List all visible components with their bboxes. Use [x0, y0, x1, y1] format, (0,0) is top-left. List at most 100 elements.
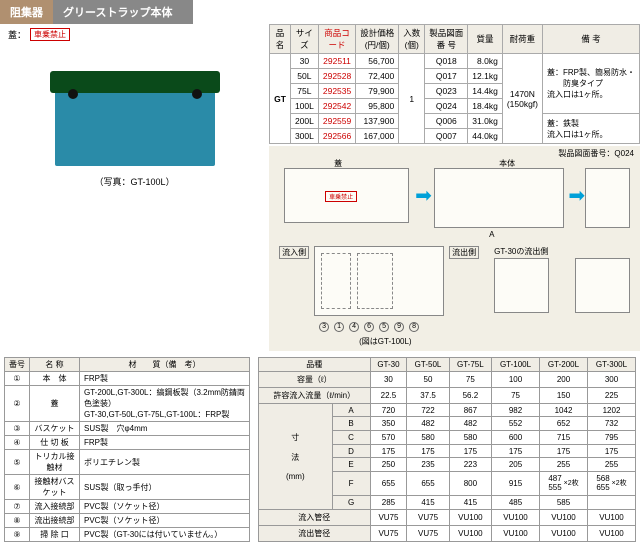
- table-row: ①本 体FRP製: [5, 372, 250, 386]
- gt30-detail: [494, 258, 549, 313]
- cell-name: トリカル接触材: [30, 450, 80, 475]
- parts-table: 番号 名 称 材 質（備 考） ①本 体FRP製②蓋GT-200L,GT-300…: [4, 357, 250, 542]
- cell-val: 722: [407, 403, 449, 417]
- th-pname: 名 称: [30, 358, 80, 372]
- cell-val: 22.5: [370, 387, 407, 403]
- cell-size: 300L: [290, 129, 318, 144]
- cell-val: 50: [407, 372, 449, 388]
- th-name: 品名: [270, 25, 291, 54]
- cell-mat: PVC製（GT-30には付いていません。）: [80, 528, 250, 542]
- cell-name: 蓋: [30, 386, 80, 422]
- cell-name: 本 体: [30, 372, 80, 386]
- cell-val: VU75: [407, 510, 449, 526]
- dim-a: A: [489, 230, 494, 239]
- product-title: グリーストラップ本体: [53, 0, 193, 24]
- table-row: ⑦流入接続部PVC製（ソケット径）: [5, 500, 250, 514]
- cell-val: VU100: [587, 510, 635, 526]
- cell-name: 掃 除 口: [30, 528, 80, 542]
- cell-val: 300: [587, 372, 635, 388]
- arrow-out-icon: ➡: [568, 183, 585, 208]
- cell-no: ⑥: [5, 475, 30, 500]
- cell-size: 75L: [290, 84, 318, 99]
- cell-val: VU100: [449, 510, 491, 526]
- table-row: 容量（ℓ）305075100200300: [259, 372, 636, 388]
- cell-val: 585: [540, 495, 588, 509]
- cell-no: ⑦: [5, 500, 30, 514]
- cell-no: ⑧: [5, 514, 30, 528]
- table-header-row: 品名 サイズ 商品コード 設計価格 (円/個) 入数 (個) 製品図面 番 号 …: [270, 25, 640, 54]
- cell-val: 285: [370, 495, 407, 509]
- cell-name: 接触材バスケット: [30, 475, 80, 500]
- photo-area: （写真：GT-100L）: [8, 71, 261, 188]
- cell-mass: 31.0kg: [468, 114, 503, 129]
- cell-price: 137,900: [356, 114, 399, 129]
- cell-size: 30: [290, 54, 318, 69]
- th-size: サイズ: [290, 25, 318, 54]
- table-row: 寸 法 (mm)A72072286798210421202: [259, 403, 636, 417]
- th-remark: 備 考: [543, 25, 640, 54]
- cell-val: 1042: [540, 403, 588, 417]
- cell-val: 720: [370, 403, 407, 417]
- cell-val: 175: [449, 444, 491, 458]
- table-row: ⑨掃 除 口PVC製（GT-30には付いていません。）: [5, 528, 250, 542]
- cell-val: 1202: [587, 403, 635, 417]
- cell-size: 200L: [290, 114, 318, 129]
- side-view: [585, 168, 630, 228]
- cell-val: 75: [492, 387, 540, 403]
- gt30-out: GT-30の流出側: [494, 246, 548, 257]
- dim-key: F: [332, 472, 370, 496]
- cell-val: VU100: [587, 525, 635, 541]
- cell-val: 652: [540, 417, 588, 431]
- cell-val: 75: [449, 372, 491, 388]
- cell-val: VU75: [370, 510, 407, 526]
- cell-val: 250: [370, 458, 407, 472]
- body-top-view: ➡ ➡: [434, 168, 564, 228]
- cell-code: 292559: [318, 114, 355, 129]
- dim-key: B: [332, 417, 370, 431]
- cell-code: 292542: [318, 99, 355, 114]
- cell-val: 350: [370, 417, 407, 431]
- table-row: ④仕 切 板FRP製: [5, 436, 250, 450]
- cell-code: 292535: [318, 84, 355, 99]
- cell-val: 415: [449, 495, 491, 509]
- dimension-table: 品種 GT-30 GT-50L GT-75L GT-100L GT-200L G…: [258, 357, 636, 542]
- cell-val: VU75: [370, 525, 407, 541]
- cell-val: 915: [492, 472, 540, 496]
- cell-mass: 12.1kg: [468, 69, 503, 84]
- cell-val: 225: [587, 387, 635, 403]
- cell-name: バスケット: [30, 422, 80, 436]
- cell-name: 流入接続部: [30, 500, 80, 514]
- bottom-tables: 番号 名 称 材 質（備 考） ①本 体FRP製②蓋GT-200L,GT-300…: [0, 357, 640, 542]
- cell-draw: Q024: [425, 99, 468, 114]
- cell-name: 仕 切 板: [30, 436, 80, 450]
- cell-val: 715: [540, 431, 588, 445]
- th-draw: 製品図面 番 号: [425, 25, 468, 54]
- cell-load: 1470N (150kgf): [502, 54, 542, 144]
- cell-val: 56.2: [449, 387, 491, 403]
- diag-model: (図はGT-100L): [359, 336, 411, 347]
- cell-remarks: 蓋：FRP製、簡易防水・ 防臭タイプ 流入口は1ヶ所。: [543, 54, 640, 114]
- th-model: 品種: [259, 358, 371, 372]
- cell-mat: SUS製 穴φ4mm: [80, 422, 250, 436]
- cell-price: 95,800: [356, 99, 399, 114]
- cell-val: 175: [407, 444, 449, 458]
- table-row: ⑧流出接続部PVC製（ソケット径）: [5, 514, 250, 528]
- cell-no: ②: [5, 386, 30, 422]
- cell-val: 200: [540, 372, 588, 388]
- cell-val: VU100: [540, 525, 588, 541]
- cell-val: 175: [370, 444, 407, 458]
- section-view: [314, 246, 444, 316]
- cell-val: 30: [370, 372, 407, 388]
- cell-val: 487 555 ×2枚: [540, 472, 588, 496]
- cell-val: 552: [492, 417, 540, 431]
- th-no: 番号: [5, 358, 30, 372]
- diag-tag: 車乗禁止: [325, 191, 357, 202]
- diagram-note: 製品図面番号：Q024: [558, 148, 634, 159]
- arrow-in-icon: ➡: [415, 183, 432, 208]
- cell-val: 580: [449, 431, 491, 445]
- table-row: 200L292559137,900Q00631.0kg蓋：鉄製 流入口は1ヶ所。: [270, 114, 640, 129]
- cell-val: 485: [492, 495, 540, 509]
- cell-val: 600: [492, 431, 540, 445]
- dim-key: D: [332, 444, 370, 458]
- cell-price: 167,000: [356, 129, 399, 144]
